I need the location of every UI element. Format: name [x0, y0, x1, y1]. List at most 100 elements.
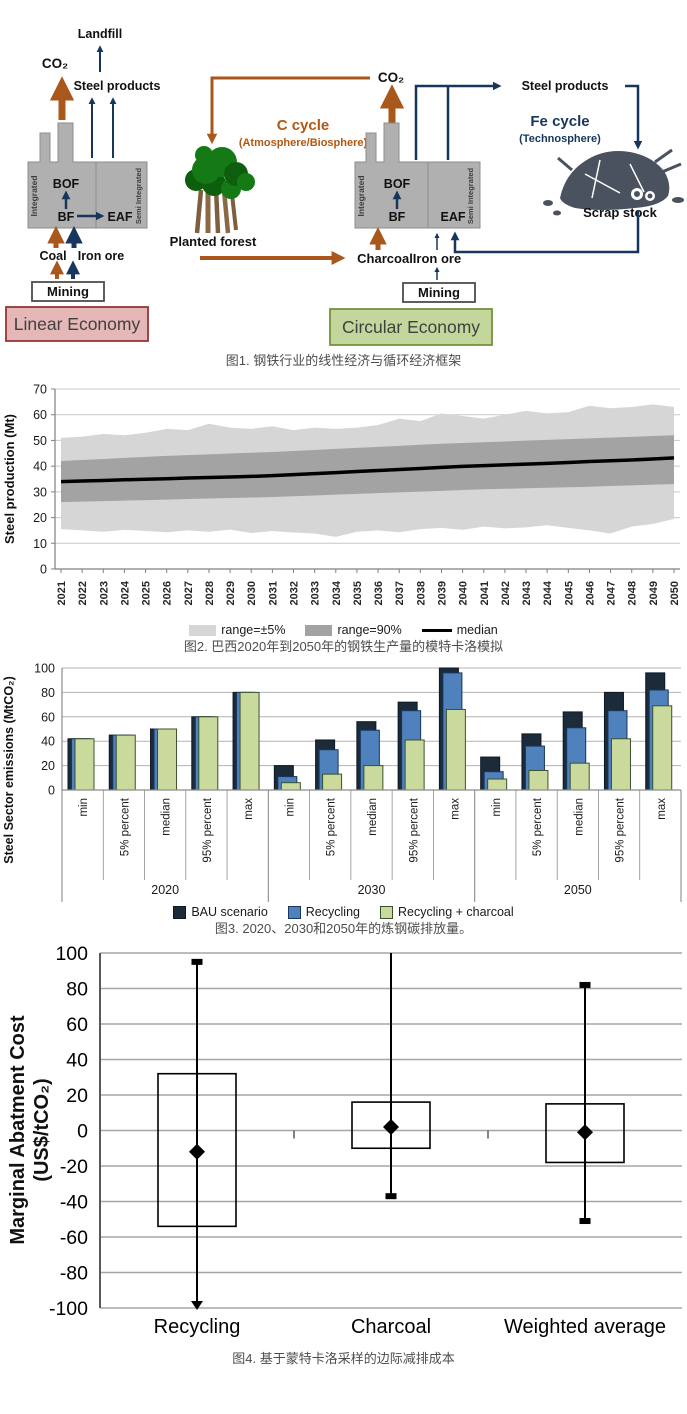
stat-label: min: [491, 798, 503, 817]
box-Charcoal: [351, 1101, 431, 1150]
bar-Recycling + charcoal: [487, 778, 508, 791]
y-tick-label: 60: [33, 408, 47, 422]
stat-label: max: [243, 798, 255, 820]
linear-economy-box: [5, 306, 149, 342]
whisker-cap-bottom: [385, 1193, 397, 1200]
mining-label-circular: Mining: [418, 285, 460, 300]
y-tick-label: -60: [60, 1227, 88, 1249]
legend-item-recycling-charcoal: Recycling + charcoal: [379, 905, 514, 919]
iron-ore-label-circular: Iron ore: [413, 251, 461, 266]
bf-label-linear: BF: [58, 210, 75, 224]
bar-Recycling + charcoal: [569, 762, 590, 791]
figure1-caption: 图1. 钢铁行业的线性经济与循环经济框架: [225, 353, 462, 368]
figure3-y-axis-title: Steel Sector emissions (MtCO₂): [2, 676, 16, 864]
median-swatch: [421, 628, 452, 632]
steel-products-label-linear: Steel products: [74, 79, 161, 93]
recycling-swatch: [287, 905, 301, 919]
category-label: Recycling: [154, 1316, 241, 1338]
x-tick-label-year: 2042: [500, 581, 512, 605]
charcoal-label: Charcoal: [357, 251, 413, 266]
factory-shape-circular: [354, 122, 481, 229]
x-tick-label-year: 2039: [436, 581, 448, 605]
x-tick-label-year: 2033: [310, 581, 322, 605]
bar-Recycling + charcoal: [652, 705, 673, 791]
box-Recycling: [157, 1072, 237, 1228]
y-tick-label: 30: [33, 485, 47, 499]
whisker-arrow-down: [191, 1301, 203, 1310]
circular-economy-box: [329, 308, 493, 346]
eaf-label-circular: EAF: [441, 210, 466, 224]
scrap-to-eaf-arrow: [450, 210, 640, 254]
fe-cycle-label: Fe cycle: [530, 113, 589, 130]
recycling-charcoal-swatch: [379, 905, 393, 919]
figure1-canvas: Landfill CO₂ Steel products Integrated B…: [5, 27, 684, 346]
stat-label: 95% percent: [408, 797, 420, 862]
figure4-canvas: Marginal Abatment Cost (US$/tCO₂) 100 80 6…: [7, 943, 682, 1338]
bar-Recycling + charcoal: [74, 738, 95, 791]
range90-swatch: [305, 624, 333, 636]
bar-Recycling + charcoal: [610, 738, 631, 791]
y-tick-label: 80: [66, 979, 88, 1001]
planted-forest-label: Planted forest: [170, 234, 257, 249]
x-tick-label-year: 2023: [98, 581, 110, 605]
bar-Recycling + charcoal: [239, 691, 260, 791]
x-tick-label-year: 2032: [289, 581, 301, 605]
x-tick-label-year: 2044: [542, 580, 554, 605]
x-tick-label-year: 2048: [627, 581, 639, 605]
figure1-linear-circular-economy-diagram: Landfill CO₂ Steel products Integrated B…: [0, 0, 687, 369]
range90-label: range=90%: [337, 623, 402, 637]
figure2-caption: 图2. 巴西2020年到2050年的钢铁生产量的模特卡洛模拟: [183, 639, 504, 654]
figure3-legend: BAU scenario Recycling Recycling + charc…: [0, 904, 687, 920]
category-label: Charcoal: [351, 1316, 431, 1338]
x-tick-label-year: 2025: [141, 581, 153, 605]
figure4-y-axis-title-line1: Marginal Abatment Cost: [7, 1015, 29, 1245]
stat-label: max: [656, 798, 668, 820]
bar-Recycling + charcoal: [280, 782, 301, 791]
coal-label: Coal: [39, 249, 66, 263]
stat-label: median: [161, 798, 173, 836]
x-tick-label-year: 2049: [648, 581, 660, 605]
legend-item-range90: range=90%: [305, 623, 402, 637]
figure3-caption: 图3. 2020、2030和2050年的炼钢碳排放量。: [214, 921, 473, 936]
integrated-label-linear: Integrated: [29, 175, 39, 216]
co2-to-forest-arrow: [206, 76, 370, 145]
y-tick-label: 100: [55, 943, 88, 965]
y-tick-label: 100: [34, 662, 55, 676]
c-cycle-label: C cycle: [277, 117, 330, 134]
circular-economy-label: Circular Economy: [342, 317, 480, 337]
figure2-canvas: Steel production (Mt) 010203040506070202…: [2, 383, 681, 606]
legend-item-range5: range=±5%: [189, 623, 285, 637]
bof-label-circular: BOF: [384, 177, 411, 191]
mining-box-linear: [31, 281, 105, 302]
stat-label: 5% percent: [326, 797, 338, 856]
bar-Recycling + charcoal: [198, 716, 219, 791]
integrated-label-circular: Integrated: [356, 175, 366, 216]
scrap-stock-icon: [543, 148, 684, 216]
y-tick-label: 20: [33, 511, 47, 525]
x-tick-label-year: 2031: [267, 581, 279, 605]
box-Weighted average: [545, 1103, 625, 1164]
median-line: [60, 456, 675, 484]
stat-label: 5% percent: [532, 797, 544, 856]
mining-box-circular: [402, 282, 476, 303]
y-tick-label: 60: [66, 1014, 88, 1036]
range5-label: range=±5%: [221, 623, 286, 637]
semi-integrated-label-linear: Semi Integrated: [134, 167, 143, 224]
stat-label: median: [367, 798, 379, 836]
mean-diamond: [383, 1118, 399, 1135]
factory-to-steel-products-line: [414, 81, 502, 160]
stat-label: 95% percent: [615, 797, 627, 862]
recycling-label: Recycling: [305, 905, 360, 919]
x-tick-label-year: 2043: [521, 581, 533, 605]
mean-diamond: [189, 1143, 205, 1160]
bau-swatch: [173, 905, 187, 919]
y-tick-label: -40: [60, 1192, 88, 1214]
stat-label: min: [284, 798, 296, 817]
legend-item-bau: BAU scenario: [173, 905, 268, 919]
whisker-cap-bottom: [579, 1218, 591, 1225]
year-label: 2050: [564, 883, 592, 897]
figure3-plot-area: 0 20 40 60 80 100 min 5% percent median 95% perce…: [34, 662, 682, 902]
stat-label: median: [573, 798, 585, 836]
y-tick-label: -100: [49, 1298, 88, 1320]
